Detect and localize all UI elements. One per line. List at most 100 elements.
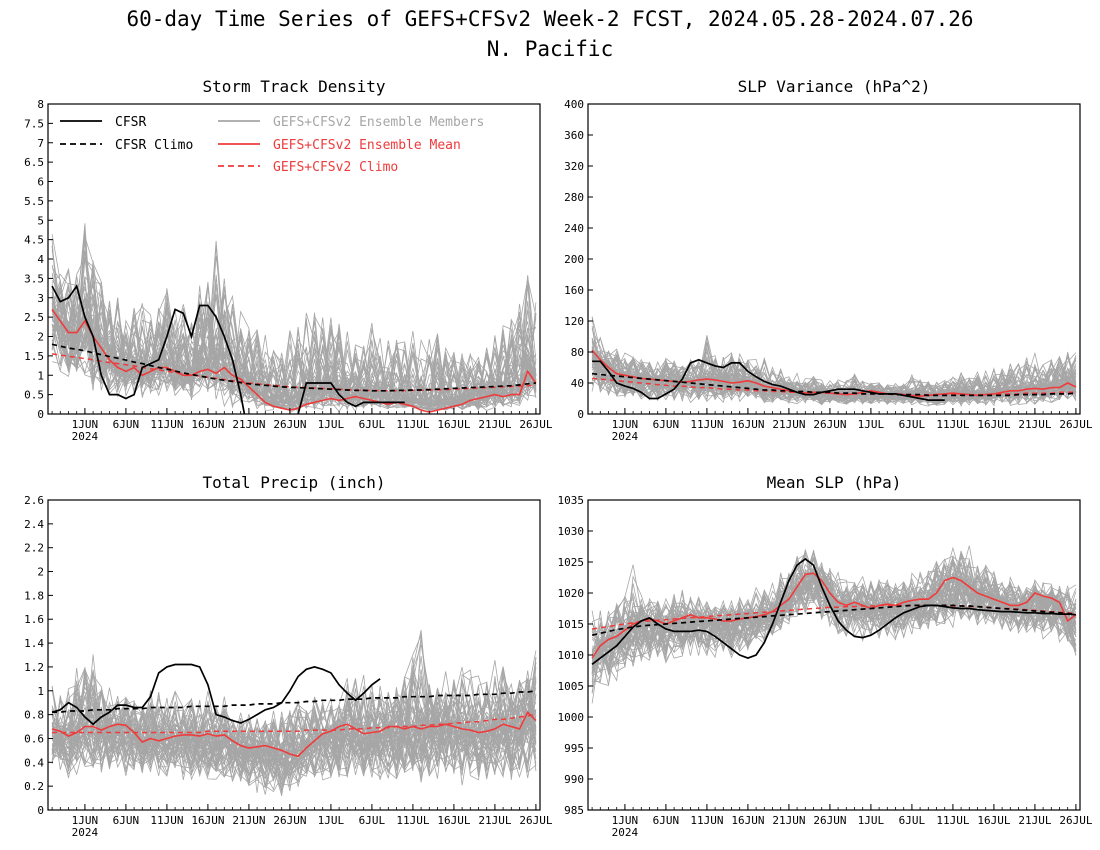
x-tick-label: 21JUN bbox=[772, 418, 805, 431]
chart-panel-1: Storm Track Density 0 0.5 1 1.5 2 2.5 3 3.5 4 4.5 5… bbox=[24, 77, 553, 443]
x-tick-label: 11JUL bbox=[936, 418, 969, 431]
ensemble-member-line bbox=[591, 565, 1077, 667]
ensemble-mean-line bbox=[51, 710, 537, 758]
ensemble-member-line bbox=[591, 582, 1077, 665]
y-tick-label: 1005 bbox=[558, 680, 585, 693]
x-tick-label: 21JUN bbox=[232, 814, 265, 827]
y-tick-label: 1020 bbox=[558, 587, 585, 600]
y-tick-label: 280 bbox=[564, 191, 584, 204]
gefs-climo-line bbox=[591, 604, 1076, 630]
ensemble-member-line bbox=[591, 564, 1077, 661]
chart-panel-2: SLP Variance (hPa^2) 0 40 80 120 160 200 240 280… bbox=[564, 77, 1093, 443]
y-tick-label: 1 bbox=[37, 369, 44, 382]
x-tick-label: 21JUL bbox=[478, 814, 511, 827]
plot-frame bbox=[587, 103, 1081, 415]
ensemble-member-line bbox=[591, 364, 1077, 401]
x-tick-label: 21JUN bbox=[232, 418, 265, 431]
x-tick-label: 6JUL bbox=[359, 814, 386, 827]
x-tick-label: 26JUL bbox=[519, 814, 552, 827]
y-tick-label: 0 bbox=[37, 804, 44, 817]
ensemble-mean-line bbox=[51, 308, 537, 413]
legend: CFSR CFSR Climo GEFS+CFSv2 Ensemble Member… bbox=[60, 115, 484, 175]
plot-area bbox=[591, 545, 1077, 704]
y-tick-label: 0.4 bbox=[24, 756, 44, 769]
y-tick-label: 2 bbox=[37, 331, 44, 344]
y-tick-label: 2 bbox=[37, 566, 44, 579]
x-tick-label: 1JUL bbox=[858, 418, 885, 431]
x-tick-label: 26JUN bbox=[273, 418, 306, 431]
x-tick-label: 16JUL bbox=[437, 418, 470, 431]
x-tick-label: 16JUN bbox=[191, 814, 224, 827]
x-tick-label: 16JUL bbox=[437, 814, 470, 827]
x-tick-label: 26JUN bbox=[273, 814, 306, 827]
y-tick-label: 80 bbox=[571, 346, 584, 359]
y-tick-label: 1.4 bbox=[24, 637, 44, 650]
x-tick-label: 26JUN bbox=[813, 418, 846, 431]
y-tick-label: 200 bbox=[564, 253, 584, 266]
x-tick-label: 16JUN bbox=[191, 418, 224, 431]
x-tick-label: 1JUN bbox=[612, 418, 639, 431]
x-tick-label: 1JUL bbox=[858, 814, 885, 827]
chart-panels: Storm Track Density 0 0.5 1 1.5 2 2.5 3 3.5 4 4.5 5… bbox=[24, 77, 1093, 839]
y-tick-label: 0.8 bbox=[24, 709, 44, 722]
x-tick-label: 1JUL bbox=[318, 814, 345, 827]
x-tick-label: 1JUN bbox=[612, 814, 639, 827]
panel-title: SLP Variance (hPa^2) bbox=[738, 77, 931, 96]
x-tick-label: 11JUN bbox=[150, 814, 183, 827]
y-tick-label: 995 bbox=[564, 742, 584, 755]
legend-label: CFSR bbox=[115, 115, 146, 130]
y-tick-label: 5.5 bbox=[24, 195, 44, 208]
ensemble-member-line bbox=[51, 239, 537, 404]
ensemble-member-line bbox=[51, 673, 537, 778]
panel-title: Mean SLP (hPa) bbox=[767, 473, 902, 492]
chart-panel-4: Mean SLP (hPa) 985 990 995 1000 1005 1010 1015 1… bbox=[558, 473, 1093, 839]
figure-subtitle: N. Pacific bbox=[487, 37, 613, 61]
cfsr-line bbox=[51, 663, 381, 726]
y-tick-label: 8 bbox=[37, 98, 44, 111]
y-tick-label: 120 bbox=[564, 315, 584, 328]
y-tick-label: 990 bbox=[564, 773, 584, 786]
panel-title: Total Precip (inch) bbox=[202, 473, 385, 492]
x-tick-label: 26JUL bbox=[1059, 814, 1092, 827]
ensemble-member-line bbox=[51, 286, 536, 411]
ensemble-members bbox=[51, 630, 537, 797]
y-tick-label: 6.5 bbox=[24, 156, 44, 169]
y-tick-label: 1015 bbox=[558, 618, 585, 631]
ensemble-member-line bbox=[591, 578, 1077, 656]
chart-panel-3: Total Precip (inch) 0 0.2 0.4 0.6 0.8 1 1.2 1.4 1… bbox=[24, 473, 553, 839]
x-tick-label: 26JUL bbox=[1059, 418, 1092, 431]
y-tick-label: 2.6 bbox=[24, 494, 44, 507]
x-tick-year: 2024 bbox=[612, 430, 639, 443]
legend-label: GEFS+CFSv2 Ensemble Mean bbox=[273, 138, 461, 153]
y-tick-label: 160 bbox=[564, 284, 584, 297]
x-tick-label: 16JUL bbox=[977, 814, 1010, 827]
plot-area bbox=[51, 630, 537, 797]
y-tick-label: 0 bbox=[577, 408, 584, 421]
y-tick-label: 1035 bbox=[558, 494, 585, 507]
figure-title: 60-day Time Series of GEFS+CFSv2 Week-2 … bbox=[126, 7, 973, 31]
y-tick-label: 3 bbox=[37, 292, 44, 305]
x-tick-label: 26JUN bbox=[813, 814, 846, 827]
y-tick-label: 6 bbox=[37, 176, 44, 189]
panel-title: Storm Track Density bbox=[202, 77, 385, 96]
ensemble-member-line bbox=[51, 656, 537, 794]
x-tick-label: 11JUN bbox=[150, 418, 183, 431]
y-tick-label: 2.2 bbox=[24, 542, 44, 555]
ensemble-member-line bbox=[591, 566, 1077, 668]
legend-label: GEFS+CFSv2 Ensemble Members bbox=[273, 115, 484, 130]
x-tick-label: 16JUL bbox=[977, 418, 1010, 431]
cfsr-climo-line bbox=[591, 604, 1076, 637]
y-tick-label: 7.5 bbox=[24, 117, 44, 130]
y-tick-label: 4 bbox=[37, 253, 44, 266]
y-tick-label: 1.2 bbox=[24, 661, 44, 674]
x-tick-label: 26JUL bbox=[519, 418, 552, 431]
ensemble-member-line bbox=[51, 250, 537, 409]
y-tick-label: 0.2 bbox=[24, 780, 44, 793]
y-tick-label: 360 bbox=[564, 129, 584, 142]
y-tick-label: 40 bbox=[571, 377, 584, 390]
x-tick-label: 16JUN bbox=[731, 418, 764, 431]
y-tick-label: 240 bbox=[564, 222, 584, 235]
ensemble-members bbox=[51, 223, 537, 414]
ensemble-member-line bbox=[51, 681, 537, 792]
